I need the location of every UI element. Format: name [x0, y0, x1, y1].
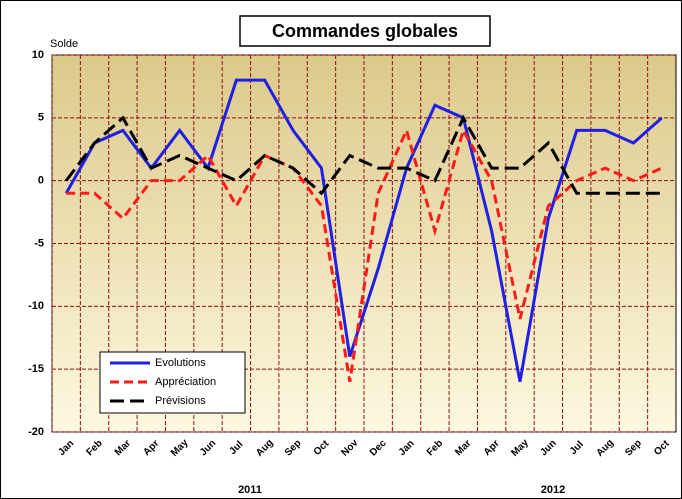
series-line: [64, 114, 662, 196]
year-label: 2011: [238, 484, 262, 496]
legend-label: Appréciation: [155, 376, 216, 388]
y-tick-label: 10: [32, 49, 44, 61]
y-axis-label: Solde: [50, 38, 78, 50]
y-tick-label: -20: [28, 426, 44, 438]
year-label: 2012: [541, 484, 565, 496]
y-tick-label: 5: [38, 112, 44, 124]
y-tick-label: -15: [28, 363, 44, 375]
chart-title: Commandes globales: [272, 21, 458, 41]
y-tick-label: -10: [28, 300, 44, 312]
legend-label: Prévisions: [155, 395, 206, 407]
title-box: [239, 15, 491, 47]
series-line: [64, 78, 663, 383]
legend-label: Evolutions: [155, 357, 206, 369]
y-tick-label: 0: [38, 175, 44, 187]
series-line: [66, 126, 663, 382]
y-tick-label: -5: [34, 237, 44, 249]
